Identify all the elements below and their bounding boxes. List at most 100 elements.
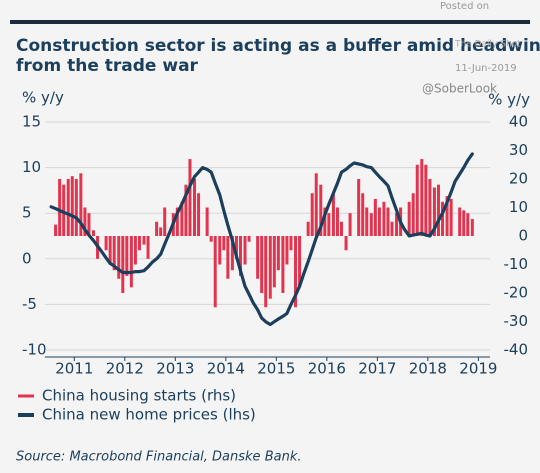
bar [137, 236, 141, 251]
bar [268, 236, 272, 299]
bar [470, 218, 474, 236]
y2-tick-label: 20 [509, 170, 528, 188]
bar [428, 179, 432, 236]
bar [298, 236, 302, 288]
bar [70, 176, 74, 236]
bar [327, 213, 331, 236]
bar [436, 184, 440, 236]
bar [390, 221, 394, 236]
bar [314, 173, 318, 236]
bar [306, 221, 310, 236]
bar [205, 207, 209, 236]
bar [91, 230, 95, 236]
chart-title: Construction sector is acting as a buffe… [16, 36, 540, 76]
watermark: Posted on [440, 1, 489, 12]
bar [420, 159, 424, 236]
x-tick-label: 2019 [459, 360, 497, 378]
bar [226, 236, 230, 279]
top-rule [10, 20, 530, 24]
y-tick-label: 15 [22, 113, 41, 131]
bar [432, 187, 436, 236]
bar [382, 201, 386, 236]
bar [377, 207, 381, 236]
bar [361, 193, 365, 236]
bar [129, 236, 133, 288]
y2-tick-label: -40 [504, 341, 529, 359]
x-tick-label: 2017 [358, 360, 396, 378]
bar [319, 184, 323, 236]
bar [289, 236, 293, 251]
x-tick-label: 2012 [106, 360, 144, 378]
bar [155, 221, 159, 236]
bar [331, 193, 335, 236]
bar [218, 236, 222, 265]
bar [466, 213, 470, 236]
bar [117, 236, 121, 279]
bar [197, 193, 201, 236]
bar [133, 236, 137, 265]
y-tick-label: 5 [22, 204, 32, 222]
bar [108, 236, 112, 265]
bar [180, 201, 184, 236]
bar [281, 236, 285, 293]
bar [407, 201, 411, 236]
bar [357, 179, 361, 236]
bar [256, 236, 260, 279]
watermark: @SoberLook [422, 82, 497, 96]
bar [222, 236, 226, 251]
bar [62, 184, 66, 236]
bar [365, 207, 369, 236]
y-tick-label: -10 [22, 341, 47, 359]
y2-tick-label: -10 [504, 255, 529, 273]
bar [441, 201, 445, 236]
bar [449, 198, 453, 236]
y-tick-label: 0 [22, 249, 32, 267]
bar [125, 236, 129, 276]
bar [344, 236, 348, 251]
x-tick-label: 2018 [409, 360, 447, 378]
bar [445, 196, 449, 236]
bar [462, 210, 466, 236]
bar [339, 221, 343, 236]
bar [310, 193, 314, 236]
y2-tick-label: -20 [504, 284, 529, 302]
bar [175, 207, 179, 236]
y2-tick-label: -30 [504, 312, 529, 330]
bar [276, 236, 280, 271]
x-tick-label: 2015 [257, 360, 295, 378]
x-tick-label: 2011 [55, 360, 93, 378]
y2-tick-label: 0 [518, 227, 528, 245]
bar [395, 213, 399, 236]
bar [83, 207, 87, 236]
bar [104, 236, 108, 251]
bar [247, 236, 251, 242]
watermark: 11-Jun-2019 [455, 63, 517, 74]
bar [213, 236, 217, 308]
y2-tick-label: 10 [509, 198, 528, 216]
y2-tick-label: 30 [509, 141, 528, 159]
bar [159, 227, 163, 236]
bar [209, 236, 213, 242]
bar [193, 179, 197, 236]
bar [234, 236, 238, 259]
bar [74, 179, 78, 236]
bar [424, 164, 428, 236]
bar [264, 236, 268, 308]
bar [230, 236, 234, 271]
bar [243, 236, 247, 265]
bar [348, 213, 352, 236]
y2-axis-label: % y/y [488, 91, 530, 109]
bar [238, 236, 242, 276]
bar [58, 179, 62, 236]
bar [323, 207, 327, 236]
bar [272, 236, 276, 288]
line [49, 152, 474, 327]
bar [285, 236, 289, 265]
bar [369, 213, 373, 236]
source: Source: Macrobond Financial, Danske Bank… [16, 450, 301, 465]
bar [142, 236, 146, 245]
bar [79, 173, 83, 236]
x-tick-label: 2013 [156, 360, 194, 378]
bar [458, 207, 462, 236]
x-tick-label: 2016 [308, 360, 346, 378]
